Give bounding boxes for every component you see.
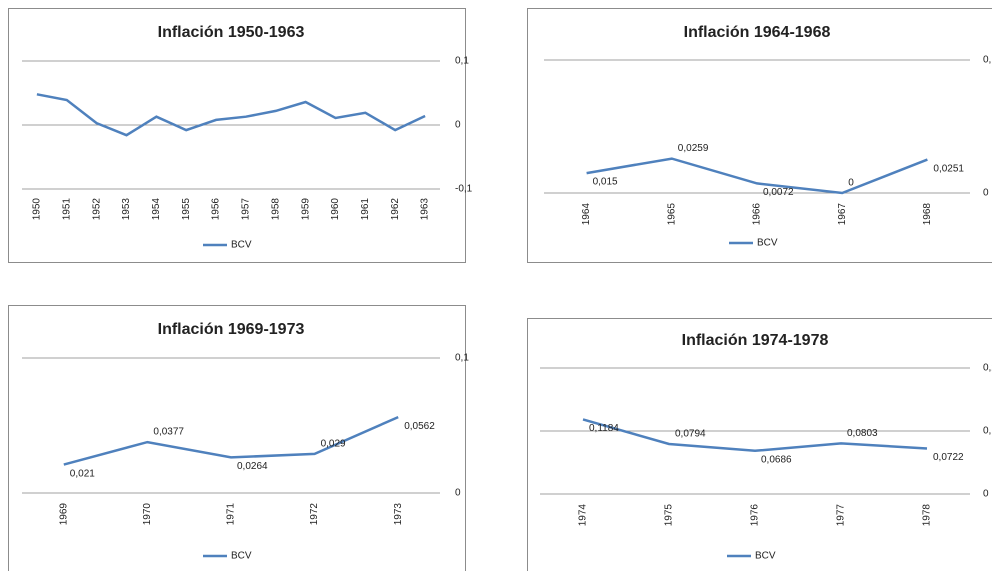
chart-title: Inflación 1969-1973 [158, 321, 305, 338]
x-tick-label: 1970 [142, 503, 153, 526]
x-tick-label: 1972 [309, 503, 320, 526]
chart-frame [527, 8, 992, 263]
y-tick-label: 0,2 [983, 363, 992, 374]
x-tick-label: 1967 [837, 203, 848, 226]
y-tick-label: -0,1 [455, 184, 473, 195]
series-line [586, 157, 928, 195]
x-tick-label: 1955 [181, 198, 192, 221]
legend-label: BCV [231, 240, 252, 251]
y-tick-label: 0,1 [983, 55, 992, 66]
x-tick-label: 1960 [330, 198, 341, 221]
legend-label: BCV [231, 551, 252, 562]
x-tick-label: 1953 [121, 198, 132, 221]
y-tick-label: 0 [983, 489, 989, 500]
x-tick-label: 1976 [750, 504, 761, 527]
chart-title: Inflación 1974-1978 [682, 332, 829, 349]
series-line [63, 415, 399, 466]
x-tick-label: 1961 [360, 198, 371, 221]
data-label: 0,0794 [675, 429, 706, 440]
data-label: 0,015 [593, 177, 618, 188]
x-tick-label: 1974 [578, 504, 589, 527]
series-line [582, 418, 928, 453]
data-label: 0,0072 [763, 187, 794, 198]
x-tick-label: 1975 [664, 504, 675, 527]
x-tick-label: 1965 [666, 203, 677, 226]
chart-frame [8, 305, 466, 571]
x-tick-label: 1959 [300, 198, 311, 221]
data-label: 0,0259 [678, 143, 709, 154]
data-label: 0,0377 [153, 427, 184, 438]
x-tick-label: 1954 [151, 198, 162, 221]
y-tick-label: 0 [983, 188, 989, 199]
data-label: 0,029 [321, 438, 346, 449]
series-line [36, 93, 426, 137]
x-tick-label: 1971 [226, 503, 237, 526]
chart-frame [527, 318, 992, 571]
chart-panel: 0 0,1 1969 1970 1971 1972 1973 0,021 0,0377 0,026… [8, 305, 469, 571]
x-tick-label: 1962 [390, 198, 401, 221]
x-tick-label: 1977 [836, 504, 847, 527]
chart-title: Inflación 1964-1968 [684, 24, 831, 41]
y-tick-label: 0,1 [455, 56, 469, 67]
data-label: 0,0803 [847, 428, 878, 439]
x-tick-label: 1957 [241, 198, 252, 221]
data-label: 0,0251 [933, 163, 964, 174]
x-tick-label: 1973 [393, 503, 404, 526]
y-tick-label: 0 [455, 488, 461, 499]
x-tick-label: 1956 [211, 198, 222, 221]
legend-label: BCV [757, 238, 778, 249]
x-tick-label: 1968 [922, 203, 933, 226]
data-label: 0,0686 [761, 454, 792, 465]
data-label: 0,021 [70, 468, 95, 479]
chart-title: Inflación 1950-1963 [158, 24, 305, 41]
chart-panel: 0 0,1 0,2 1974 1975 1976 1977 1978 0,1184 0,0794 0… [527, 318, 992, 571]
x-tick-label: 1963 [420, 198, 431, 221]
data-label: 0 [848, 178, 854, 189]
x-tick-label: 1966 [752, 203, 763, 226]
y-tick-label: 0,1 [455, 353, 469, 364]
chart-panel: 0 0,1 1964 1965 1966 1967 1968 0,015 0,0259 0,007… [527, 8, 992, 263]
x-tick-label: 1951 [61, 198, 72, 221]
y-tick-label: 0 [455, 120, 461, 131]
chart-frame [8, 8, 466, 263]
x-tick-label: 1978 [922, 504, 933, 527]
chart-panel: -0,1 0 0,1 1950 1951 1952 1953 1954 1955 1956 1957… [8, 8, 473, 263]
x-tick-label: 1969 [58, 503, 69, 526]
x-tick-label: 1952 [91, 198, 102, 221]
data-label: 0,1184 [589, 423, 619, 434]
x-tick-label: 1950 [32, 198, 43, 221]
data-label: 0,0562 [404, 421, 435, 432]
x-tick-label: 1958 [270, 198, 281, 221]
x-tick-label: 1964 [581, 203, 592, 226]
y-tick-label: 0,1 [983, 426, 992, 437]
data-label: 0,0722 [933, 452, 964, 463]
data-label: 0,0264 [237, 461, 268, 472]
legend-label: BCV [755, 551, 776, 562]
